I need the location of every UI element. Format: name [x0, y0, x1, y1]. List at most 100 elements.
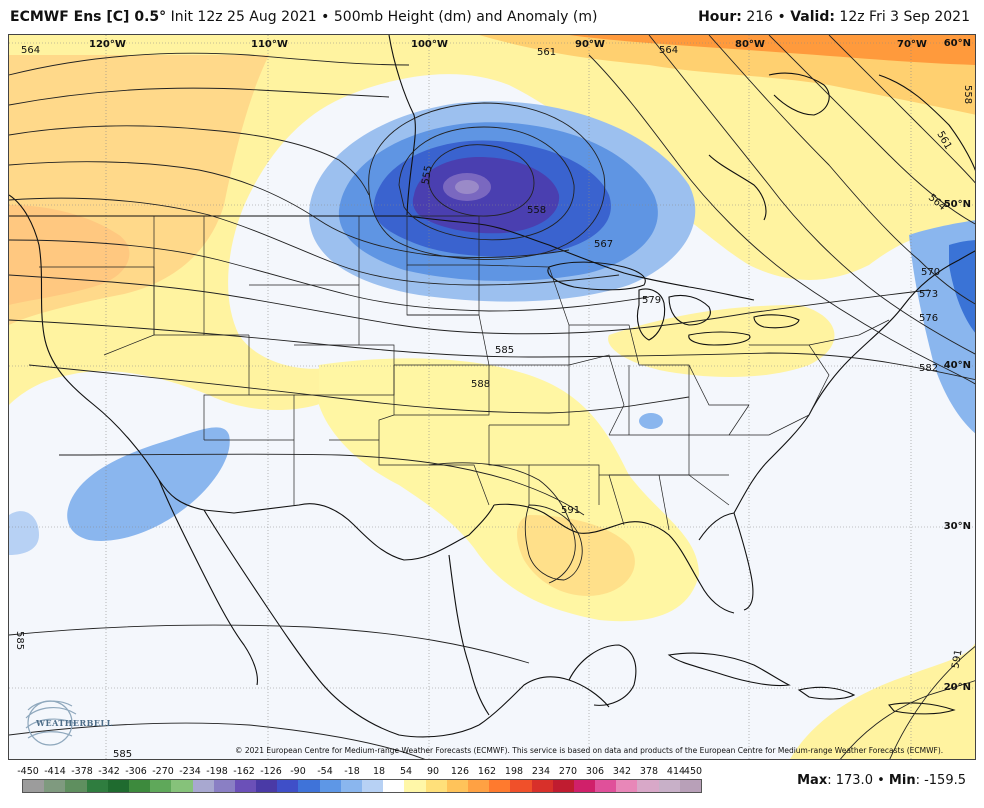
- scale-label: -450: [17, 766, 39, 777]
- scale-swatch: [446, 780, 468, 792]
- cold-anomaly-west-edge: [9, 511, 39, 555]
- scale-label: -342: [98, 766, 120, 777]
- valid-label: Valid:: [790, 9, 835, 25]
- map-title: ECMWF Ens [C] 0.5° Init 12z 25 Aug 2021 …: [10, 9, 597, 25]
- contour-label: 567: [594, 239, 613, 250]
- scale-swatch: [489, 780, 511, 792]
- contour-label: 564: [659, 45, 678, 56]
- contour-label: 591: [950, 649, 964, 670]
- min-label: Min: [888, 773, 916, 788]
- cold-anomaly-southwest: [67, 427, 230, 541]
- scale-swatch: [531, 780, 553, 792]
- scale-label: 198: [504, 766, 524, 777]
- scale-swatch: [595, 780, 617, 792]
- scale-swatch: [425, 780, 447, 792]
- map-header: ECMWF Ens [C] 0.5° Init 12z 25 Aug 2021 …: [0, 0, 984, 34]
- contour-label: 570: [921, 267, 940, 278]
- scale-swatch: [107, 780, 129, 792]
- longitude-label: 120°W: [89, 39, 126, 50]
- contour-label: 558: [527, 205, 546, 216]
- scale-swatch: [234, 780, 257, 792]
- scale-label: 126: [450, 766, 470, 777]
- scale-label: 18: [372, 766, 386, 777]
- scale-swatch: [404, 780, 426, 792]
- scale-label: 54: [399, 766, 413, 777]
- max-value: : 173.0: [827, 773, 873, 788]
- map-graphic: 564 561 564 555 558 567 579 585 588 570 …: [9, 35, 975, 759]
- latitude-label: 50°N: [943, 199, 971, 210]
- scale-swatch: [319, 780, 341, 792]
- longitude-label: 100°W: [411, 39, 448, 50]
- valid-bullet: •: [777, 9, 786, 25]
- copyright-notice: © 2021 European Centre for Medium-range …: [235, 746, 944, 755]
- scale-swatch: [277, 780, 299, 792]
- weatherbell-logo: [25, 700, 77, 746]
- scale-swatch: [658, 780, 680, 792]
- scale-swatch: [213, 780, 235, 792]
- scale-swatch: [637, 780, 659, 792]
- field-name: 500mb Height (dm) and Anomaly (m): [333, 9, 598, 25]
- contour-label: 591: [561, 505, 580, 516]
- valid-time-block: Hour: 216 • Valid: 12z Fri 3 Sep 2021: [698, 9, 970, 25]
- scale-swatch: [150, 780, 172, 792]
- contour-label: 573: [919, 289, 938, 300]
- scale-swatch: [171, 780, 193, 792]
- valid-value: 12z Fri 3 Sep 2021: [839, 9, 970, 25]
- scale-swatch: [44, 780, 66, 792]
- contour-label: 579: [642, 295, 661, 306]
- scale-label: 234: [531, 766, 551, 777]
- latitude-label: 40°N: [943, 360, 971, 371]
- contour-label: 576: [919, 313, 938, 324]
- color-scale-labels: -450 -414 -378 -342 -306 -270 -234 -198 …: [17, 766, 704, 778]
- title-bullet: •: [321, 9, 330, 25]
- scale-label: -414: [44, 766, 66, 777]
- scale-swatch: [340, 780, 362, 792]
- scale-label: 90: [426, 766, 440, 777]
- contour-label: 585: [495, 345, 514, 356]
- scale-label: 450: [683, 766, 703, 777]
- init-time: Init 12z 25 Aug 2021: [170, 9, 317, 25]
- latitude-label: 60°N: [943, 38, 971, 49]
- cold-anomaly-east-core: [949, 240, 975, 333]
- logo-text: WEATHERBELL: [36, 718, 113, 728]
- scale-swatch: [573, 780, 596, 792]
- scale-swatch: [23, 780, 45, 792]
- scale-label: -198: [206, 766, 228, 777]
- scale-label: 306: [585, 766, 605, 777]
- longitude-label: 70°W: [897, 39, 927, 50]
- scale-label: -54: [317, 766, 333, 777]
- hour-label: Hour:: [698, 9, 742, 25]
- latitude-label: 20°N: [943, 682, 971, 693]
- scale-label: 342: [612, 766, 632, 777]
- contour-label: 588: [471, 379, 490, 390]
- hour-value: 216: [746, 9, 774, 25]
- scale-swatch: [362, 780, 384, 792]
- model-name: ECMWF Ens [C] 0.5: [10, 9, 160, 25]
- contour-label: 555: [420, 165, 434, 186]
- warm-anomaly-caribbean: [790, 642, 975, 759]
- max-min-readout: Max: 173.0 • Min: -159.5: [797, 773, 966, 788]
- color-scale-bar: [22, 779, 702, 793]
- scale-label: 162: [477, 766, 497, 777]
- scale-swatch: [192, 780, 214, 792]
- latitude-label: 30°N: [943, 521, 971, 532]
- scale-label: 270: [558, 766, 578, 777]
- warm-anomaly-east: [608, 305, 835, 377]
- scale-label: -18: [344, 766, 360, 777]
- scale-swatch: [128, 780, 151, 792]
- scale-label: 414: [666, 766, 686, 777]
- contour-label: 561: [537, 47, 556, 58]
- min-value: : -159.5: [915, 773, 966, 788]
- warm-anomaly-northeast-strong: [569, 35, 975, 65]
- scale-label: -234: [179, 766, 201, 777]
- scale-swatch: [552, 780, 574, 792]
- degree-symbol: °: [159, 9, 167, 25]
- scale-swatch: [86, 780, 108, 792]
- scale-swatch: [510, 780, 532, 792]
- scale-label: -378: [71, 766, 93, 777]
- scale-label: 378: [639, 766, 659, 777]
- contour-label: 585: [14, 631, 25, 650]
- scale-swatch: [65, 780, 87, 792]
- contour-label: 564: [21, 45, 40, 56]
- scale-label: -162: [233, 766, 255, 777]
